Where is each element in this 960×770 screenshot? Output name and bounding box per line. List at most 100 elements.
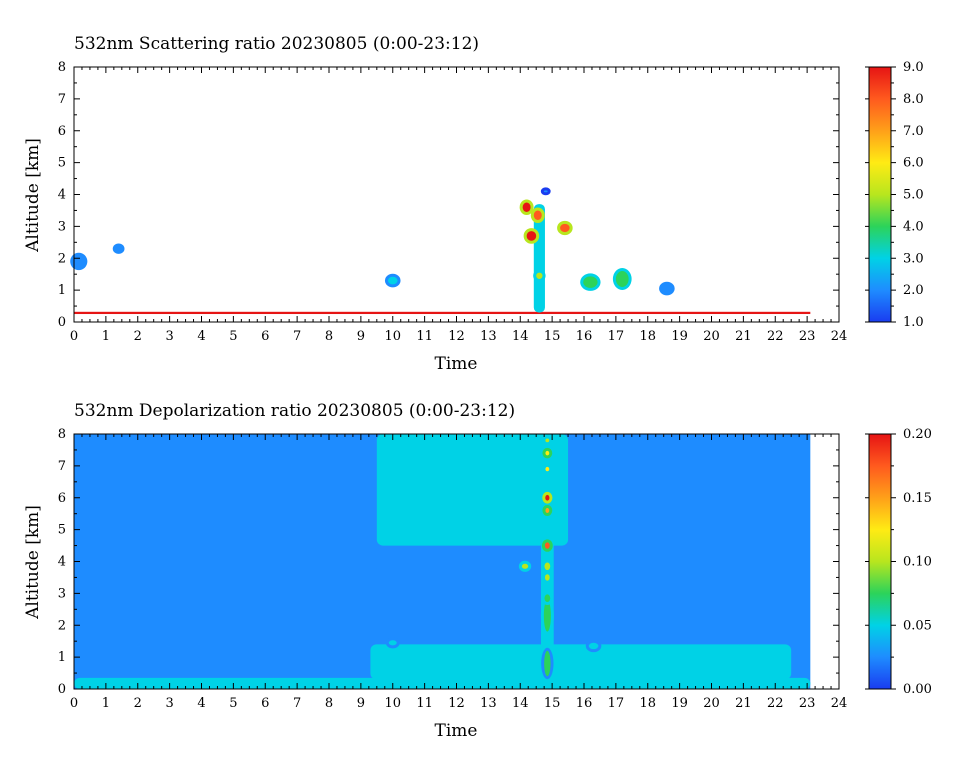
- y-tick-label: 0: [58, 315, 66, 330]
- colorbar-tick-label: 3.0: [903, 251, 924, 266]
- x-tick-label: 13: [480, 696, 497, 711]
- feature-blob: [536, 272, 543, 279]
- feature-region: [376, 434, 569, 546]
- x-tick-label: 5: [229, 329, 237, 344]
- feature-blob: [545, 450, 550, 456]
- panel1-title: 532nm Scattering ratio 20230805 (0:00-23…: [74, 34, 479, 54]
- y-tick-label: 8: [58, 427, 66, 442]
- y-tick-label: 1: [58, 650, 66, 665]
- x-tick-label: 12: [448, 696, 465, 711]
- colorbar-tick-label: 9.0: [903, 60, 924, 75]
- y-tick-label: 3: [58, 219, 66, 234]
- x-tick-label: 21: [735, 329, 752, 344]
- feature-blob: [544, 594, 551, 602]
- x-tick-label: 13: [480, 329, 497, 344]
- feature-region: [74, 564, 377, 658]
- feature-blob: [544, 542, 550, 549]
- panel2-title: 532nm Depolarization ratio 20230805 (0:0…: [74, 401, 515, 421]
- x-tick-label: 1: [102, 329, 110, 344]
- feature-blob: [533, 210, 542, 220]
- y-tick-label: 5: [58, 523, 66, 538]
- feature-blob: [544, 574, 550, 581]
- panel-depolarization-ratio: 532nm Depolarization ratio 20230805 (0:0…: [23, 401, 932, 741]
- x-tick-label: 0: [70, 696, 78, 711]
- y-tick-label: 8: [58, 60, 66, 75]
- x-tick-label: 22: [767, 696, 784, 711]
- x-tick-label: 10: [384, 696, 401, 711]
- x-tick-label: 15: [544, 696, 561, 711]
- x-tick-label: 16: [576, 696, 593, 711]
- feature-blob: [526, 231, 537, 241]
- x-tick-label: 8: [325, 696, 333, 711]
- panel2-x-axis: 0 1 2 3 4 5 6 7 8 9 10 11 12 13 14 15 16 17 18 19 20 21 22 23 24: [70, 434, 847, 711]
- x-tick-label: 23: [799, 329, 816, 344]
- x-tick-label: 20: [703, 696, 720, 711]
- colorbar-tick-label: 0.20: [903, 427, 932, 442]
- feature-region: [370, 644, 792, 680]
- x-tick-label: 4: [197, 329, 205, 344]
- x-tick-label: 7: [293, 696, 301, 711]
- y-tick-label: 0: [58, 682, 66, 697]
- x-tick-label: 23: [799, 696, 816, 711]
- feature-blob: [73, 255, 85, 268]
- panel2-features: [74, 434, 811, 689]
- colorbar-tick-label: 0.15: [903, 491, 932, 506]
- panel1-y-axis: 0 1 2 3 4 5 6 7 8: [58, 60, 839, 330]
- feature-blob: [583, 276, 598, 288]
- panel1-x-axis: 0 1 2 3 4 5 6 7 8 9 10 11 12 13 14 15 16 17 18 19 20 21 22 23 24: [70, 67, 847, 344]
- x-tick-label: 1: [102, 696, 110, 711]
- colorbar-tick-label: 2.0: [903, 283, 924, 298]
- feature-blob: [388, 640, 397, 646]
- x-tick-label: 18: [639, 329, 656, 344]
- panel1-x-axis-label: Time: [435, 354, 478, 374]
- panel2-y-axis-label: Altitude [km]: [23, 505, 43, 620]
- feature-blob: [522, 202, 531, 213]
- x-tick-label: 18: [639, 696, 656, 711]
- feature-blob: [560, 223, 570, 233]
- x-tick-label: 14: [512, 329, 529, 344]
- x-tick-label: 11: [416, 696, 433, 711]
- panel2-colorbar-bar: [868, 433, 892, 690]
- y-tick-label: 5: [58, 156, 66, 171]
- x-tick-label: 19: [671, 329, 688, 344]
- panel2-x-axis-label: Time: [435, 721, 478, 741]
- feature-region: [74, 677, 811, 689]
- x-tick-label: 4: [197, 696, 205, 711]
- x-tick-label: 17: [608, 329, 625, 344]
- x-tick-label: 21: [735, 696, 752, 711]
- x-tick-label: 8: [325, 329, 333, 344]
- colorbar-tick-label: 0.10: [903, 555, 932, 570]
- x-tick-label: 24: [831, 329, 848, 344]
- panel1-colorbar: 1.0 2.0 3.0 4.0 5.0 6.0 7.0 8.0 9.0: [865, 60, 924, 330]
- x-tick-label: 16: [576, 329, 593, 344]
- y-tick-label: 6: [58, 491, 66, 506]
- x-tick-label: 20: [703, 329, 720, 344]
- feature-blob: [387, 276, 398, 285]
- panel1-colorbar-bar: [868, 66, 892, 323]
- x-tick-label: 5: [229, 696, 237, 711]
- x-tick-label: 15: [544, 329, 561, 344]
- x-tick-label: 6: [261, 696, 269, 711]
- x-tick-label: 10: [384, 329, 401, 344]
- y-tick-label: 4: [58, 188, 66, 203]
- panel2-colorbar-ticks: 0.00 0.05 0.10 0.15 0.20: [865, 427, 932, 697]
- x-tick-label: 22: [767, 329, 784, 344]
- panel1-plot: 0 1 2 3 4 5 6 7 8 9 10 11 12 13 14 15 16 17 18 19 20 21 22 23 24…: [58, 60, 848, 344]
- x-tick-label: 14: [512, 696, 529, 711]
- panel2-y-axis: 0 1 2 3 4 5 6 7 8: [58, 427, 839, 697]
- feature-blob: [521, 563, 529, 569]
- x-tick-label: 2: [134, 329, 142, 344]
- x-tick-label: 11: [416, 329, 433, 344]
- panel1-colorbar-ticks: 1.0 2.0 3.0 4.0 5.0 6.0 7.0 8.0 9.0: [865, 60, 924, 330]
- feature-blob: [543, 190, 548, 193]
- colorbar-tick-label: 8.0: [903, 92, 924, 107]
- x-tick-label: 2: [134, 696, 142, 711]
- y-tick-label: 1: [58, 283, 66, 298]
- x-tick-label: 7: [293, 329, 301, 344]
- panel-scattering-ratio: 532nm Scattering ratio 20230805 (0:00-23…: [23, 34, 924, 374]
- x-tick-label: 9: [357, 696, 365, 711]
- y-tick-label: 7: [58, 92, 66, 107]
- x-tick-label: 12: [448, 329, 465, 344]
- feature-blob: [662, 284, 672, 293]
